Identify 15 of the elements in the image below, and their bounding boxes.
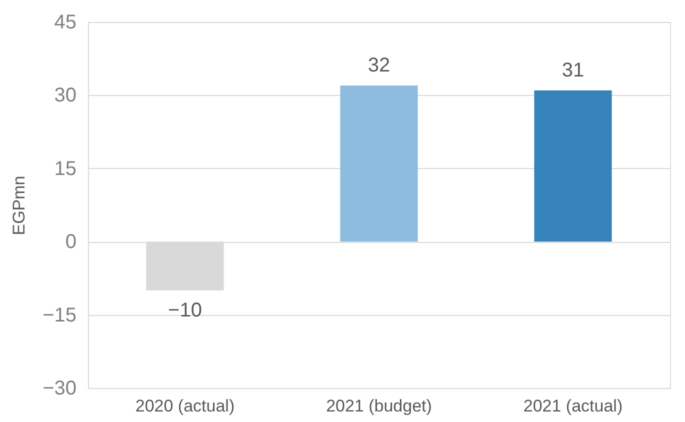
data-label: 31 [562, 59, 584, 82]
y-tick-label: −30 [42, 378, 76, 400]
x-tick-label: 2020 (actual) [135, 396, 235, 416]
bar [534, 90, 612, 242]
y-axis-title: EGPmn [10, 176, 29, 236]
y-tick-label: 30 [54, 84, 76, 107]
x-tick-label: 2021 (actual) [523, 396, 623, 416]
y-tick-label: 45 [54, 12, 76, 34]
data-label: −10 [168, 299, 202, 322]
y-tick-label: −15 [42, 304, 76, 326]
y-tick-label: 15 [54, 158, 76, 180]
bar [340, 85, 418, 242]
y-tick-label: 0 [65, 231, 76, 254]
data-label: 32 [368, 54, 390, 76]
x-tick-label: 2021 (budget) [326, 396, 432, 416]
